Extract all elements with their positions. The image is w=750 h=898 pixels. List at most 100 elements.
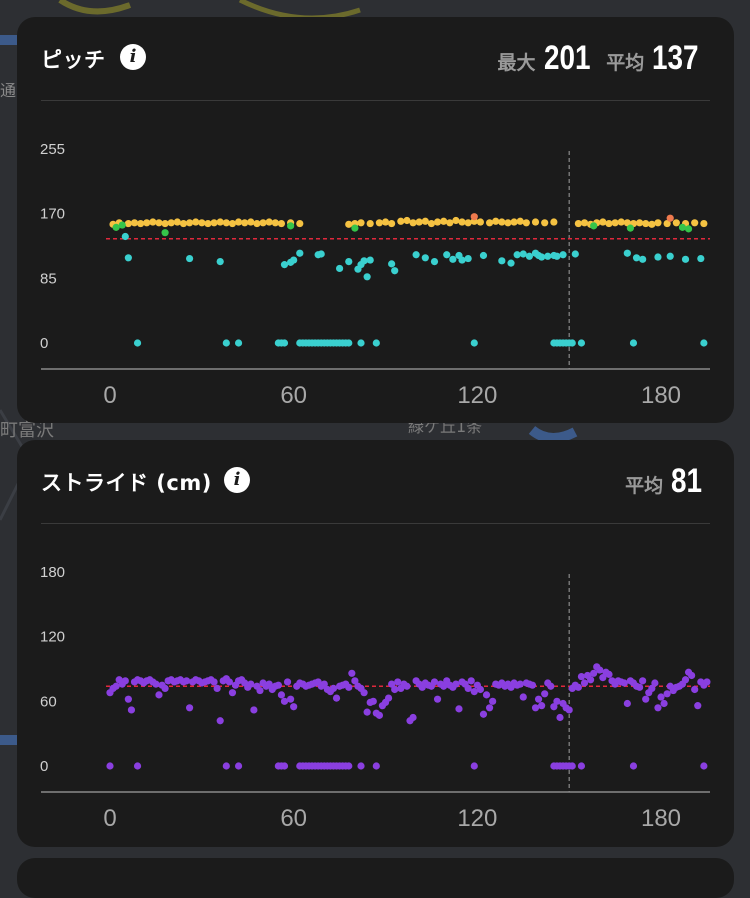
pitch-point: [421, 254, 429, 262]
stride-point: [516, 680, 524, 688]
pitch-point: [357, 219, 365, 227]
pitch-point: [415, 218, 423, 226]
stride-title: ストライド (cm): [41, 471, 212, 495]
pitch-point: [173, 218, 181, 226]
pitch-point: [479, 251, 488, 260]
stride-point: [479, 710, 488, 718]
pitch-point: [678, 223, 687, 231]
stride-point: [357, 762, 365, 770]
stride-point: [651, 679, 659, 687]
info-icon[interactable]: i: [224, 467, 250, 493]
stride-point: [660, 699, 668, 708]
pitch-point: [531, 218, 540, 226]
pitch-point: [666, 214, 674, 222]
stride-point: [455, 705, 463, 713]
pitch-point: [253, 219, 261, 228]
stride-point: [222, 762, 230, 770]
stride-x-tick-label: 180: [641, 805, 681, 832]
pitch-x-tick-label: 0: [103, 382, 116, 409]
pitch-point: [648, 220, 656, 228]
pitch-title: ピッチ: [41, 48, 106, 72]
stride-point: [620, 679, 628, 687]
stride-point: [574, 683, 582, 691]
stride-point: [550, 703, 558, 711]
pitch-point: [470, 339, 478, 347]
pitch-point: [446, 219, 454, 227]
info-icon[interactable]: i: [120, 44, 146, 70]
stride-point: [534, 695, 543, 703]
pitch-point: [388, 219, 396, 228]
stride-point: [106, 762, 114, 770]
pitch-point: [397, 217, 405, 225]
pitch-point: [222, 339, 230, 347]
pitch-point: [458, 218, 466, 226]
pitch-point: [476, 218, 485, 226]
stride-point: [688, 671, 696, 680]
pitch-card: ピッチ i 最大 201 平均 137 0 85 170 255 0 60 120 180: [17, 17, 734, 423]
stride-point: [700, 762, 708, 770]
stride-point: [345, 683, 353, 691]
stride-point: [482, 691, 491, 699]
stride-point: [580, 679, 589, 687]
pitch-divider: [41, 100, 710, 101]
pitch-point: [366, 256, 374, 264]
stride-point: [538, 702, 546, 710]
pitch-point: [375, 219, 383, 227]
pitch-point: [133, 339, 142, 347]
pitch-point: [427, 219, 436, 228]
stride-x-tick-label: 120: [457, 805, 497, 832]
pitch-point: [623, 219, 631, 227]
pitch-point: [700, 339, 708, 347]
pitch-point: [357, 339, 365, 347]
stride-point: [265, 680, 273, 688]
pitch-point: [544, 252, 552, 260]
pitch-point: [635, 219, 644, 227]
pitch-point: [464, 254, 472, 263]
pitch-point: [185, 254, 194, 263]
stride-point: [369, 697, 377, 705]
pitch-point: [513, 251, 521, 259]
pitch-point: [519, 250, 527, 258]
pitch-point: [277, 219, 286, 228]
pitch-point: [216, 218, 224, 226]
stride-card: ストライド (cm) i 平均 81 0 60 120 180 0 60 120 180: [17, 440, 734, 847]
stride-point: [596, 666, 604, 674]
pitch-point: [623, 249, 631, 257]
pitch-point: [421, 217, 429, 225]
stride-point: [234, 762, 243, 770]
pitch-y-tick-label: 170: [40, 206, 65, 223]
pitch-point: [626, 224, 635, 232]
stride-point: [283, 678, 292, 686]
stride-point: [287, 695, 295, 703]
stride-point: [681, 676, 690, 684]
pitch-point: [161, 229, 169, 237]
pitch-point: [167, 219, 175, 227]
pitch-point: [464, 219, 472, 227]
stride-point: [152, 680, 160, 688]
stride-point: [213, 684, 221, 692]
stride-point: [280, 762, 289, 770]
pitch-point: [210, 219, 218, 227]
pitch-point: [577, 339, 586, 347]
pitch-point: [192, 218, 200, 226]
stride-point: [348, 669, 356, 677]
pitch-point: [391, 267, 399, 275]
pitch-point: [124, 254, 132, 262]
stride-point: [642, 695, 650, 703]
stride-point: [587, 676, 595, 684]
pitch-point: [538, 253, 546, 261]
stride-point: [553, 697, 561, 705]
stride-point: [225, 678, 233, 686]
pitch-point: [525, 252, 533, 260]
stride-point: [694, 702, 702, 710]
pitch-point: [234, 339, 243, 347]
pitch-point: [672, 219, 680, 227]
pitch-point: [629, 339, 638, 347]
pitch-point: [381, 218, 390, 226]
stride-point: [290, 703, 298, 711]
avg-label: 平均: [625, 475, 664, 497]
stride-header: ストライド (cm) i 平均 81: [17, 440, 734, 524]
stride-divider: [41, 523, 710, 524]
pitch-point: [681, 255, 690, 263]
max-label: 最大: [497, 52, 536, 74]
